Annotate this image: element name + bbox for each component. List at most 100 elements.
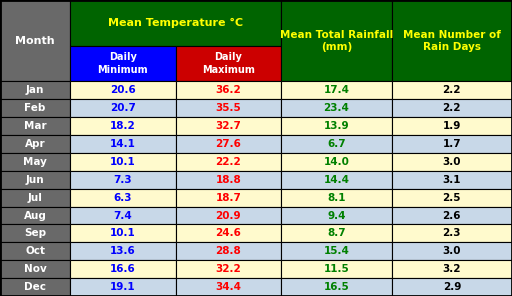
Text: 3.2: 3.2: [442, 264, 461, 274]
Bar: [281, 0, 392, 81]
Bar: [176, 81, 281, 99]
Bar: [0, 242, 70, 260]
Text: 20.7: 20.7: [110, 103, 136, 113]
Text: Daily
Minimum: Daily Minimum: [98, 52, 148, 75]
Text: 10.1: 10.1: [110, 229, 136, 238]
Bar: [176, 224, 281, 242]
Text: Apr: Apr: [25, 139, 46, 149]
Text: 28.8: 28.8: [216, 246, 241, 256]
Text: Dec: Dec: [24, 282, 46, 292]
Bar: [176, 46, 281, 81]
Text: Daily
Maximum: Daily Maximum: [202, 52, 255, 75]
Text: 2.3: 2.3: [442, 229, 461, 238]
Bar: [0, 81, 70, 99]
Text: 7.4: 7.4: [114, 210, 132, 221]
Text: 6.7: 6.7: [327, 139, 346, 149]
Bar: [392, 81, 512, 99]
Bar: [281, 117, 392, 135]
Bar: [70, 135, 176, 153]
Text: 8.7: 8.7: [327, 229, 346, 238]
Bar: [176, 278, 281, 296]
Text: 9.4: 9.4: [327, 210, 346, 221]
Text: 1.7: 1.7: [442, 139, 461, 149]
Bar: [392, 0, 512, 81]
Bar: [281, 81, 392, 99]
Text: 36.2: 36.2: [216, 85, 241, 95]
Text: 2.2: 2.2: [442, 85, 461, 95]
Text: 11.5: 11.5: [324, 264, 349, 274]
Bar: [392, 135, 512, 153]
Bar: [281, 224, 392, 242]
Text: 17.4: 17.4: [324, 85, 349, 95]
Bar: [281, 189, 392, 207]
Text: 10.1: 10.1: [110, 157, 136, 167]
Bar: [281, 135, 392, 153]
Bar: [176, 117, 281, 135]
Text: 18.8: 18.8: [216, 175, 241, 185]
Bar: [70, 99, 176, 117]
Text: 14.1: 14.1: [110, 139, 136, 149]
Bar: [176, 189, 281, 207]
Bar: [70, 117, 176, 135]
Text: 15.4: 15.4: [324, 246, 349, 256]
Bar: [392, 278, 512, 296]
Bar: [0, 278, 70, 296]
Text: Mean Total Rainfall
(mm): Mean Total Rainfall (mm): [280, 30, 393, 52]
Bar: [281, 207, 392, 224]
Text: Mean Number of
Rain Days: Mean Number of Rain Days: [403, 30, 501, 52]
Bar: [0, 0, 70, 81]
Bar: [176, 207, 281, 224]
Text: 35.5: 35.5: [216, 103, 241, 113]
Bar: [392, 117, 512, 135]
Bar: [70, 207, 176, 224]
Bar: [281, 278, 392, 296]
Text: 23.4: 23.4: [324, 103, 349, 113]
Bar: [70, 242, 176, 260]
Bar: [70, 81, 176, 99]
Text: 27.6: 27.6: [216, 139, 241, 149]
Bar: [0, 224, 70, 242]
Bar: [281, 242, 392, 260]
Bar: [392, 99, 512, 117]
Text: Mean Temperature °C: Mean Temperature °C: [108, 18, 243, 28]
Text: 13.6: 13.6: [110, 246, 136, 256]
Text: Aug: Aug: [24, 210, 47, 221]
Bar: [392, 207, 512, 224]
Text: 3.1: 3.1: [442, 175, 461, 185]
Text: 34.4: 34.4: [216, 282, 241, 292]
Text: 14.0: 14.0: [324, 157, 349, 167]
Bar: [392, 224, 512, 242]
Text: 18.2: 18.2: [110, 121, 136, 131]
Bar: [70, 0, 281, 46]
Text: 16.5: 16.5: [324, 282, 349, 292]
Text: 6.3: 6.3: [114, 193, 132, 203]
Text: Month: Month: [15, 36, 55, 46]
Bar: [392, 242, 512, 260]
Bar: [70, 189, 176, 207]
Text: Jan: Jan: [26, 85, 44, 95]
Bar: [281, 171, 392, 189]
Bar: [0, 260, 70, 278]
Text: 24.6: 24.6: [216, 229, 241, 238]
Bar: [176, 171, 281, 189]
Text: 2.5: 2.5: [442, 193, 461, 203]
Text: 8.1: 8.1: [327, 193, 346, 203]
Text: 20.9: 20.9: [216, 210, 241, 221]
Bar: [392, 153, 512, 171]
Bar: [70, 46, 176, 81]
Bar: [392, 189, 512, 207]
Bar: [0, 153, 70, 171]
Bar: [0, 207, 70, 224]
Text: 2.2: 2.2: [442, 103, 461, 113]
Bar: [70, 153, 176, 171]
Text: 32.2: 32.2: [216, 264, 241, 274]
Bar: [0, 117, 70, 135]
Bar: [176, 99, 281, 117]
Text: May: May: [23, 157, 47, 167]
Bar: [0, 135, 70, 153]
Bar: [70, 260, 176, 278]
Text: 22.2: 22.2: [216, 157, 241, 167]
Bar: [70, 171, 176, 189]
Text: Jul: Jul: [28, 193, 42, 203]
Bar: [176, 242, 281, 260]
